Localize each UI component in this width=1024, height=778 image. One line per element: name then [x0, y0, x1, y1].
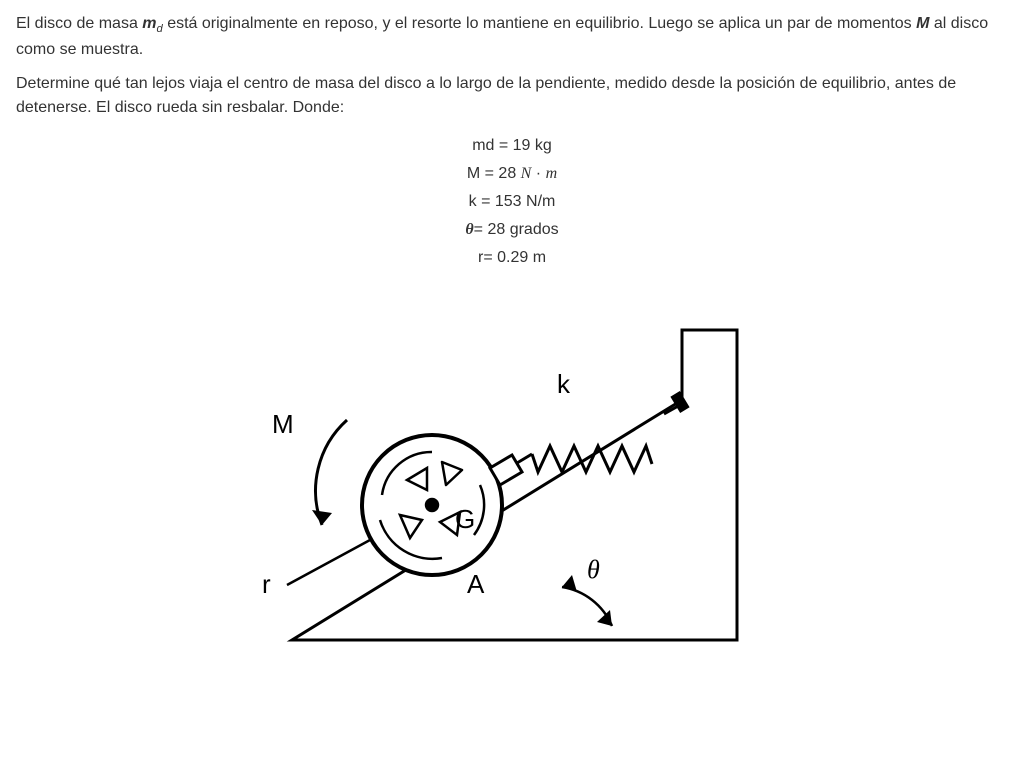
diagram: M r k G A θ: [232, 290, 792, 670]
param-k: k = 153 N/m: [16, 190, 1008, 214]
param-md: md = 19 kg: [16, 134, 1008, 158]
param-theta: θ= 28 grados: [16, 218, 1008, 242]
param-M-prefix: M = 28: [467, 165, 521, 182]
mass-symbol: m: [142, 15, 156, 32]
label-G: G: [455, 500, 475, 539]
param-M: M = 28 N · m: [16, 162, 1008, 186]
spring: [517, 393, 688, 472]
theta-symbol: θ: [465, 221, 473, 238]
moment-arrow: [312, 420, 347, 525]
param-r: r= 0.29 m: [16, 246, 1008, 270]
label-A: A: [467, 565, 484, 604]
label-r: r: [262, 565, 271, 604]
param-M-m: m: [546, 165, 558, 182]
param-M-dot: ·: [531, 165, 545, 182]
paragraph-2: Determine qué tan lejos viaja el centro …: [16, 72, 1008, 120]
parameters-block: md = 19 kg M = 28 N · m k = 153 N/m θ= 2…: [16, 134, 1008, 270]
paragraph-1: El disco de masa md está originalmente e…: [16, 12, 1008, 62]
diagram-container: M r k G A θ: [16, 290, 1008, 670]
label-theta: θ: [587, 550, 600, 589]
diagram-svg: [232, 290, 792, 670]
incline-outline: [292, 330, 737, 640]
para1-mid: está originalmente en reposo, y el resor…: [163, 15, 916, 32]
theta-value: = 28 grados: [474, 221, 559, 238]
para1-prefix: El disco de masa: [16, 15, 142, 32]
label-M: M: [272, 405, 294, 444]
param-M-N: N: [521, 165, 532, 182]
r-pointer: [287, 540, 370, 585]
moment-symbol: M: [916, 15, 929, 32]
problem-statement: El disco de masa md está originalmente e…: [16, 12, 1008, 120]
label-k: k: [557, 365, 570, 404]
